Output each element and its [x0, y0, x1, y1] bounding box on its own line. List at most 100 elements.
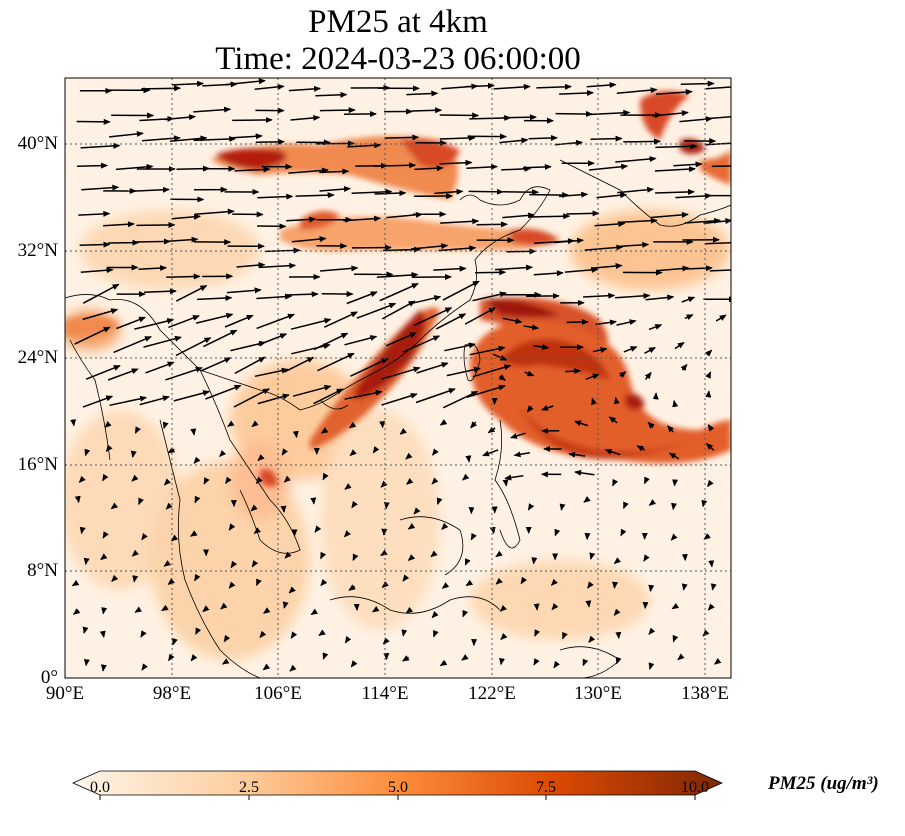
- wind-arrow: [462, 473, 470, 481]
- wind-arrow: [648, 627, 656, 635]
- wind-arrow: [343, 530, 351, 538]
- wind-arrow: [225, 476, 232, 485]
- wind-arrow: [380, 480, 388, 488]
- wind-arrow: [654, 166, 696, 173]
- wind-arrow: [381, 366, 421, 380]
- wind-arrow: [283, 475, 291, 483]
- wind-arrow: [80, 142, 121, 149]
- wind-arrow: [574, 469, 595, 476]
- wind-arrow: [655, 89, 693, 96]
- wind-arrow: [565, 368, 582, 375]
- wind-arrow: [510, 432, 526, 439]
- wind-arrow: [203, 477, 210, 485]
- wind-arrow: [520, 576, 528, 585]
- wind-arrow: [111, 574, 119, 583]
- wind-arrow: [175, 285, 208, 302]
- wind-arrow: [319, 107, 356, 114]
- wind-arrow: [523, 324, 540, 331]
- wind-arrow: [562, 631, 568, 640]
- wind-arrow: [317, 352, 355, 372]
- wind-arrow: [110, 502, 119, 510]
- wind-arrow: [498, 374, 506, 381]
- wind-arrow: [292, 430, 299, 439]
- wind-arrow: [475, 269, 507, 276]
- wind-arrow: [402, 655, 410, 662]
- wind-arrow: [684, 217, 722, 224]
- wind-arrow: [371, 605, 380, 613]
- wind-arrow: [144, 288, 177, 295]
- wind-arrow: [670, 533, 678, 541]
- wind-arrow: [465, 455, 472, 463]
- wind-arrow: [679, 116, 713, 123]
- graticule: [65, 78, 731, 678]
- wind-arrow: [161, 604, 169, 612]
- wind-arrow: [348, 421, 357, 429]
- wind-arrow: [350, 660, 358, 668]
- wind-arrow: [141, 663, 148, 671]
- wind-arrow: [352, 553, 359, 562]
- wind-arrow: [643, 476, 650, 485]
- wind-arrow: [446, 366, 481, 377]
- wind-arrow: [499, 604, 507, 612]
- wind-arrow: [344, 483, 352, 490]
- lon-label: 138°E: [681, 683, 729, 704]
- wind-arrow: [677, 653, 685, 661]
- wind-arrow: [107, 368, 139, 381]
- wind-arrow: [381, 581, 389, 588]
- wind-arrow: [194, 208, 235, 215]
- wind-arrow: [411, 243, 449, 250]
- wind-arrow: [166, 273, 201, 280]
- wind-arrow: [617, 186, 655, 194]
- wind-arrow: [442, 280, 480, 301]
- colorbar-tick: 10.0: [681, 779, 709, 796]
- wind-vectors: [70, 78, 731, 672]
- wind-arrow: [648, 584, 655, 592]
- wind-arrow: [131, 549, 139, 557]
- wind-arrow: [385, 332, 417, 347]
- wind-arrow: [643, 554, 650, 562]
- wind-arrow: [619, 241, 650, 248]
- wind-arrow: [613, 608, 621, 616]
- wind-arrow: [432, 629, 439, 638]
- wind-arrow: [205, 384, 242, 400]
- wind-arrow: [493, 83, 531, 90]
- wind-arrow: [407, 554, 416, 561]
- wind-arrow: [172, 80, 205, 87]
- wind-arrow: [226, 287, 262, 294]
- wind-arrow: [405, 606, 414, 614]
- wind-arrow: [290, 317, 332, 330]
- wind-arrow: [256, 313, 295, 330]
- wind-arrow: [619, 371, 627, 378]
- wind-arrow: [167, 578, 175, 585]
- wind-arrow: [320, 265, 359, 272]
- lon-label: 130°E: [574, 683, 622, 704]
- wind-arrow: [381, 300, 416, 320]
- wind-arrow: [79, 526, 86, 535]
- wind-arrow: [164, 114, 196, 121]
- wind-arrow: [105, 444, 113, 452]
- wind-arrow: [585, 373, 600, 380]
- wind-arrow: [617, 217, 658, 224]
- wind-arrow: [704, 241, 731, 245]
- wind-arrow: [441, 522, 449, 531]
- wind-arrow: [259, 630, 267, 639]
- lat-label: 24°N: [17, 347, 58, 368]
- wind-arrow: [533, 270, 564, 277]
- wind-arrow: [604, 448, 621, 456]
- wind-arrow: [254, 83, 285, 91]
- wind-arrow: [588, 635, 596, 643]
- wind-arrow: [586, 82, 617, 89]
- wind-arrow: [197, 295, 233, 301]
- wind-arrow: [494, 264, 534, 271]
- wind-arrow: [701, 499, 708, 508]
- wind-arrow: [136, 221, 176, 228]
- wind-arrow: [257, 333, 288, 346]
- wind-arrow: [644, 346, 656, 354]
- wind-arrow: [645, 294, 675, 301]
- wind-arrow: [320, 578, 328, 587]
- wind-arrow: [435, 313, 467, 330]
- wind-arrow: [141, 85, 182, 92]
- lon-label: 98°E: [152, 683, 192, 704]
- wind-arrow: [434, 188, 464, 195]
- wind-arrow: [402, 574, 410, 582]
